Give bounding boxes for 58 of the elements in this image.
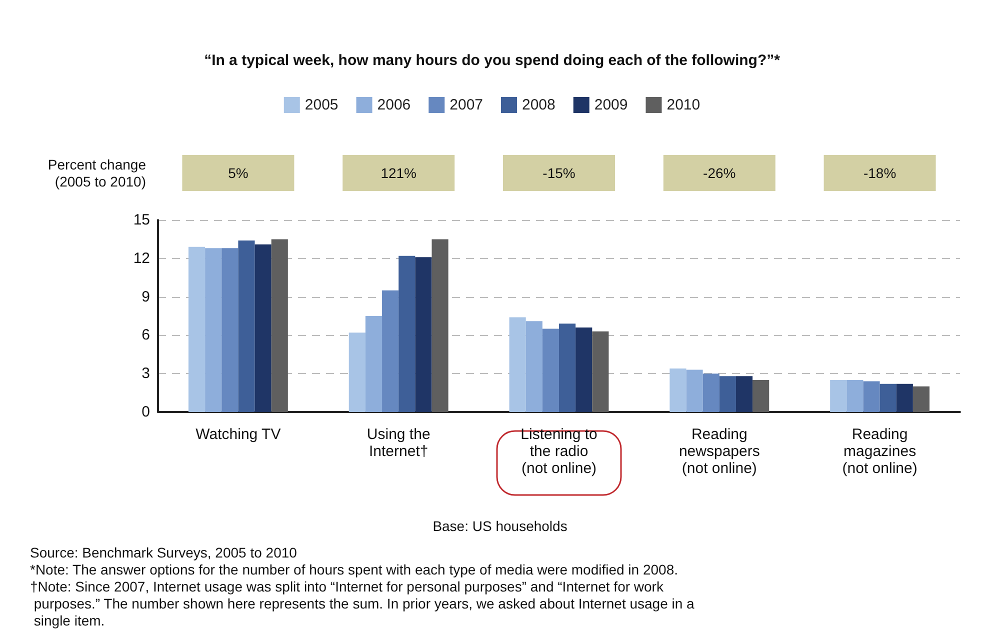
bar <box>205 248 222 412</box>
bar <box>365 316 382 412</box>
bar <box>432 239 448 412</box>
y-tick-label: 15 <box>133 212 150 228</box>
y-tick-label: 12 <box>133 250 150 267</box>
y-tick-label: 0 <box>142 404 150 420</box>
bar <box>846 380 864 412</box>
text: -26% <box>703 165 736 181</box>
legend-label: 2005 <box>304 96 338 114</box>
text: Percent change (2005 to 2010) <box>48 156 146 190</box>
bar <box>736 376 753 412</box>
y-tick-label: 6 <box>142 326 150 344</box>
legend-label: 2008 <box>522 96 556 114</box>
bar <box>238 240 255 412</box>
legend-label: 2009 <box>594 96 628 114</box>
legend-label: 2007 <box>450 96 484 114</box>
bar <box>576 328 592 412</box>
text: -15% <box>542 165 576 181</box>
bar <box>702 374 720 412</box>
bar <box>863 381 880 412</box>
source-note: Source: Benchmark Surveys, 2005 to 2010 <box>30 544 298 560</box>
bar <box>559 324 576 412</box>
bar <box>509 317 526 412</box>
bar <box>880 384 896 412</box>
x-tick-label: Watching TV <box>196 426 281 443</box>
text: Base: US households <box>432 518 568 534</box>
bar <box>398 256 416 412</box>
bar <box>188 246 206 412</box>
bar <box>592 331 609 412</box>
bar <box>752 380 770 412</box>
bar <box>719 376 736 412</box>
legend-label: 2010 <box>666 96 700 114</box>
text: 5% <box>228 165 248 181</box>
bar <box>526 321 542 412</box>
bar <box>222 248 238 412</box>
text: 121% <box>380 165 417 181</box>
x-tick-label: Listening to the radio (not online) <box>520 426 598 477</box>
x-tick-label: Reading newspapers (not online) <box>678 426 760 477</box>
text: -18% <box>863 165 896 181</box>
bar <box>912 386 930 412</box>
y-tick-label: 9 <box>142 288 150 306</box>
chart-title: “In a typical week, how many hours do you spend doing each of the following?”* <box>204 52 780 69</box>
bar <box>670 368 686 412</box>
text: *Note: The answer options for the number of hours spent with each type of media were modified in 2008. <box>30 562 678 578</box>
y-tick-label: 3 <box>142 365 150 382</box>
bar <box>830 380 847 412</box>
x-tick-label: Reading magazines (not online) <box>842 426 918 477</box>
bar <box>271 239 288 412</box>
bar <box>415 257 432 412</box>
bar <box>348 332 366 412</box>
bar <box>686 370 703 412</box>
bar <box>542 328 559 412</box>
bar <box>896 384 913 412</box>
x-tick-label: Using the Internet† <box>366 426 430 460</box>
bar <box>382 290 399 412</box>
bar <box>254 244 272 412</box>
legend-label: 2006 <box>377 96 411 114</box>
text: †Note: Since 2007, Internet usage was split into “Internet for personal purposes” and “Internet for work purposes.” The number shown here represents the sum. In prior years, we asked about Internet usage in a single item. <box>30 578 695 628</box>
